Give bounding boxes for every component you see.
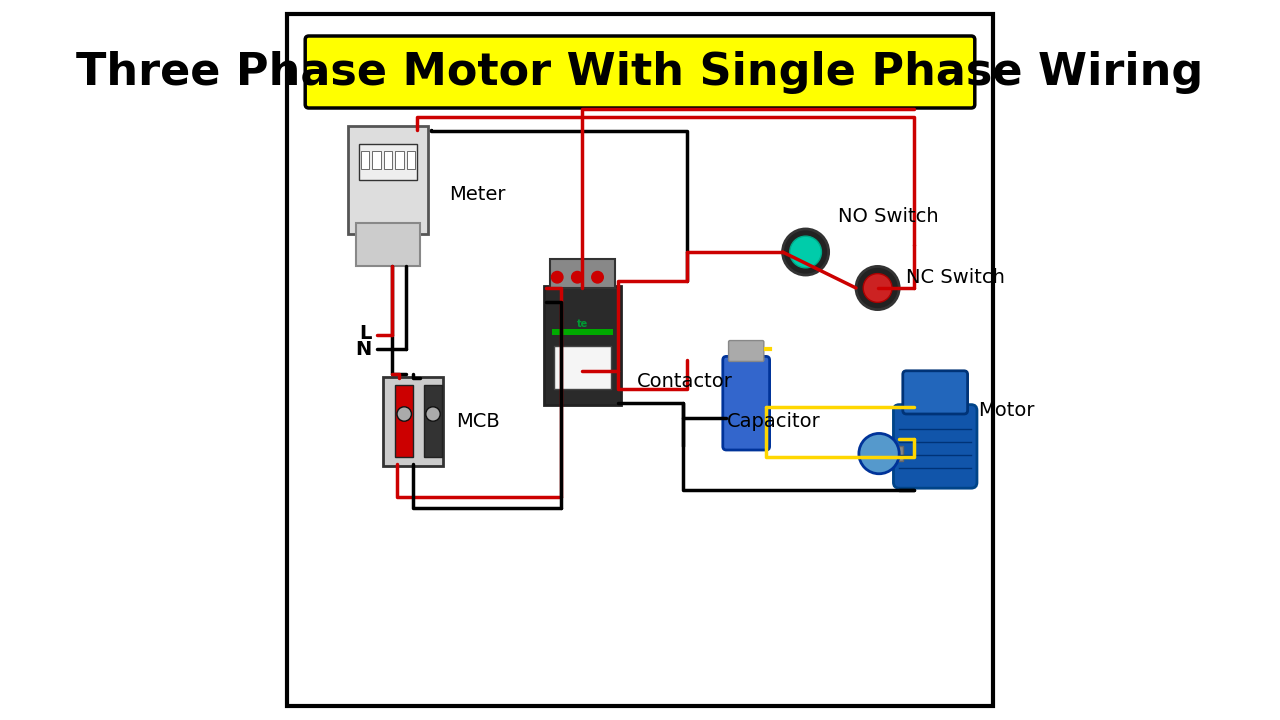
Bar [361,151,370,169]
Text: Capacitor: Capacitor [727,412,820,431]
FancyBboxPatch shape [356,223,420,266]
Bar [552,329,613,335]
Text: NC Switch: NC Switch [906,268,1005,287]
FancyBboxPatch shape [893,405,977,488]
FancyBboxPatch shape [723,356,769,450]
FancyBboxPatch shape [544,286,621,405]
Bar [384,151,393,169]
FancyBboxPatch shape [554,346,612,389]
Circle shape [790,236,822,268]
Circle shape [552,271,563,283]
Circle shape [572,271,584,283]
Text: te: te [577,319,588,329]
Text: Meter: Meter [449,185,506,204]
FancyBboxPatch shape [348,126,428,234]
Text: N: N [355,340,371,359]
Circle shape [859,433,899,474]
Circle shape [426,407,440,421]
Circle shape [782,229,828,275]
Circle shape [397,407,411,421]
Bar [881,446,902,461]
FancyBboxPatch shape [305,36,975,108]
Bar [372,151,381,169]
Text: Contactor: Contactor [636,372,732,391]
Text: Motor: Motor [978,401,1036,420]
FancyBboxPatch shape [902,371,968,414]
Bar [407,151,415,169]
Text: MCB: MCB [457,412,500,431]
Bar [396,151,404,169]
FancyBboxPatch shape [287,14,993,706]
Circle shape [856,266,900,310]
FancyBboxPatch shape [728,341,764,361]
Text: Three Phase Motor With Single Phase Wiring: Three Phase Motor With Single Phase Wiri… [77,50,1203,94]
Bar [424,385,442,457]
FancyBboxPatch shape [360,144,417,180]
Circle shape [863,274,892,302]
FancyBboxPatch shape [550,259,614,288]
Circle shape [591,271,603,283]
Text: NO Switch: NO Switch [838,207,938,225]
FancyBboxPatch shape [383,377,443,466]
Text: L: L [360,324,371,343]
Bar [396,385,413,457]
